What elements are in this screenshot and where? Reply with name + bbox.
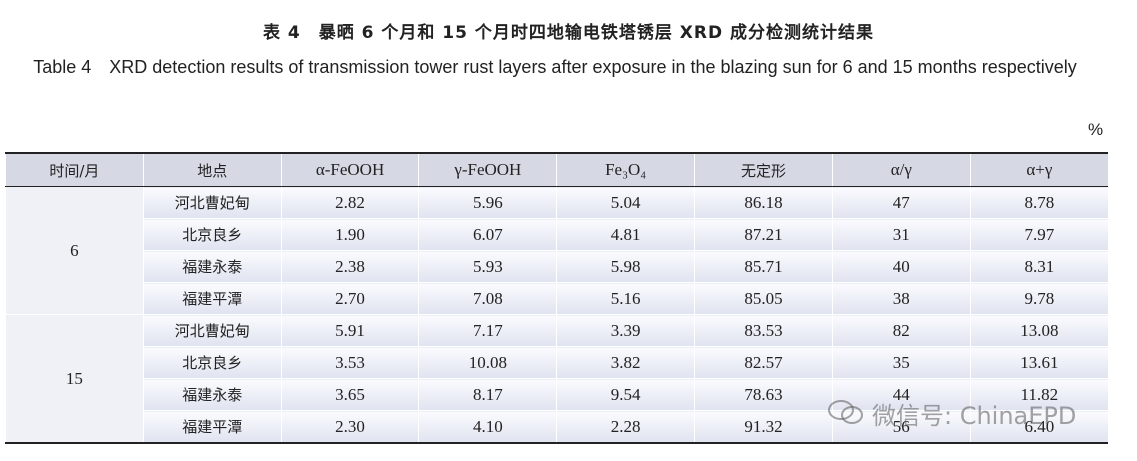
column-header: Fe₃O₄ [556, 152, 695, 187]
table-cell: 56 [831, 410, 971, 444]
table-cell: 7.08 [418, 282, 557, 315]
table-row: 福建永泰 3.65 8.17 9.54 78.63 44 11.82 [6, 378, 1108, 411]
table-row: 北京良乡 1.90 6.07 4.81 87.21 31 7.97 [6, 218, 1108, 251]
table-cell: 5.98 [556, 250, 695, 283]
table-cell: 78.63 [694, 378, 833, 411]
table-cell: 福建永泰 [142, 250, 282, 283]
table-cell: 2.28 [556, 410, 695, 444]
column-header: γ-FeOOH [418, 152, 557, 187]
table-row: 北京良乡 3.53 10.08 3.82 82.57 35 13.61 [6, 346, 1108, 379]
table-cell: 2.38 [280, 250, 419, 283]
table-cell: 北京良乡 [142, 346, 282, 379]
results-table: 时间/月 地点 α-FeOOH γ-FeOOH Fe₃O₄ 无定形 α/γ α+γ 6 河北曹妃甸… [5, 152, 1108, 444]
table-cell: 福建永泰 [142, 378, 282, 411]
column-header: 地点 [142, 152, 282, 187]
table-cell: 河北曹妃甸 [142, 186, 282, 219]
table-cell: 4.81 [556, 218, 695, 251]
table-cell: 6.07 [418, 218, 557, 251]
table-row: 福建平潭 2.70 7.08 5.16 85.05 38 9.78 [6, 282, 1108, 315]
title-cn: 表 4 暴晒 6 个月和 15 个月时四地输电铁塔锈层 XRD 成分检测统计结果 [262, 23, 875, 43]
table-cell: 1.90 [280, 218, 419, 251]
table-cell: 87.21 [694, 218, 833, 251]
table-row: 15 河北曹妃甸 5.91 7.17 3.39 83.53 82 13.08 [5, 314, 1108, 444]
table-cell: 5.04 [556, 186, 695, 219]
column-header: 无定形 [694, 152, 833, 187]
table-cell: 85.71 [694, 250, 833, 283]
table-cell: 7.17 [418, 314, 557, 347]
table-cell: 13.08 [969, 314, 1108, 347]
column-header: α-FeOOH [280, 152, 419, 187]
table-cell: 85.05 [694, 282, 833, 315]
table-cell: 10.08 [418, 346, 557, 379]
table-cell: 8.78 [969, 186, 1108, 219]
table-cell: 9.54 [556, 378, 695, 411]
table-cell: 福建平潭 [142, 282, 282, 315]
table-cell: 82 [831, 314, 971, 347]
table-cell: 福建平潭 [142, 410, 282, 444]
column-header: α+γ [969, 152, 1108, 187]
table-cell: 3.65 [280, 378, 419, 411]
table-row: 福建永泰 2.38 5.93 5.98 85.71 40 8.31 [6, 250, 1108, 283]
watermark: 微信号: ChinaEPD [872, 402, 1077, 430]
table-cell: 44 [831, 378, 971, 411]
table-cell: 4.10 [418, 410, 557, 444]
table-cell: 5.16 [556, 282, 695, 315]
watermark-icon [828, 400, 863, 424]
table-cell: 5.91 [280, 314, 419, 347]
table-cell: 13.61 [969, 346, 1108, 379]
table-cell: 北京良乡 [142, 218, 282, 251]
table-cell: 11.82 [969, 378, 1108, 411]
table-row: 福建平潭 2.30 4.10 2.28 91.32 56 6.40 [6, 410, 1108, 444]
table-cell: 3.39 [556, 314, 695, 347]
table-cell: 2.30 [280, 410, 419, 444]
table-cell: 31 [831, 218, 971, 251]
table-cell: 7.97 [969, 218, 1108, 251]
table-cell: 91.32 [694, 410, 833, 444]
table-cell: 82.57 [694, 346, 833, 379]
table-cell: 9.78 [969, 282, 1108, 315]
table-cell: 6.40 [969, 410, 1108, 444]
table-cell: 3.82 [556, 346, 695, 379]
table-cell: 47 [831, 186, 971, 219]
table-cell: 40 [831, 250, 971, 283]
table-row: 6 河北曹妃甸 2.82 5.96 5.04 86.18 47 8.78 [5, 186, 1108, 315]
table-cell: 2.82 [280, 186, 419, 219]
table-cell: 83.53 [694, 314, 833, 347]
unit: % [1088, 120, 1104, 139]
table-cell: 38 [831, 282, 971, 315]
group-label: 6 [5, 186, 144, 315]
table-cell: 35 [831, 346, 971, 379]
table-cell: 2.70 [280, 282, 419, 315]
table-cell: 河北曹妃甸 [142, 314, 282, 347]
table-cell: 8.17 [418, 378, 557, 411]
table-cell: 86.18 [694, 186, 833, 219]
group-label: 15 [5, 314, 144, 444]
table-cell: 8.31 [969, 250, 1108, 283]
table-cell: 3.53 [280, 346, 419, 379]
column-header: 时间/月 [5, 152, 144, 187]
table-cell: 5.96 [418, 186, 557, 219]
title-en: Table 4 XRD detection results of transmi… [33, 57, 1077, 77]
column-header: α/γ [831, 152, 971, 187]
table-cell: 5.93 [418, 250, 557, 283]
